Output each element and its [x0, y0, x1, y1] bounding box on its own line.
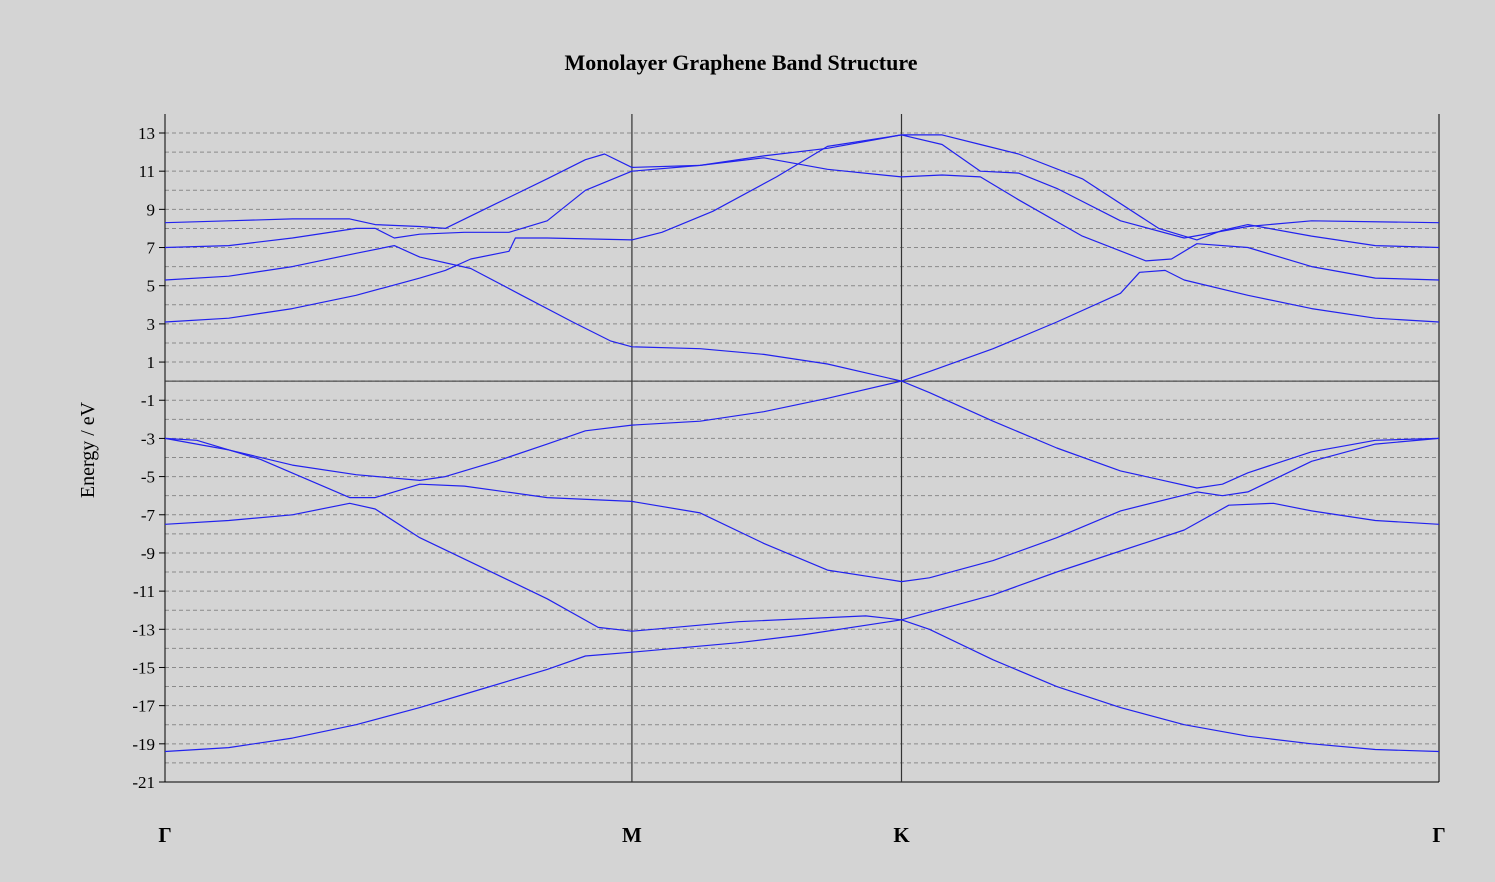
band-line-1 [164, 502, 1440, 753]
y-tick-label: -19 [132, 735, 155, 754]
band-lines [164, 134, 1440, 753]
band-line-5 [164, 134, 1440, 323]
y-tick-label: 5 [147, 277, 156, 296]
band-line-4 [164, 380, 1440, 489]
y-tick-label: -9 [141, 544, 155, 563]
band-line-8 [164, 153, 1440, 281]
y-tick-label: 7 [147, 239, 156, 258]
y-tick-label: -21 [132, 773, 155, 792]
band-line-6 [164, 245, 1440, 382]
chart-title: Monolayer Graphene Band Structure [564, 50, 917, 75]
y-tick-label: -3 [141, 429, 155, 448]
y-tick-label: 9 [147, 200, 156, 219]
y-axis-label: Energy / eV [77, 401, 99, 498]
band-line-3 [164, 437, 1440, 583]
y-tick-label: 13 [138, 124, 155, 143]
y-tick-label: 3 [147, 315, 156, 334]
y-tick-label: -1 [141, 391, 155, 410]
k-point-label: K [893, 823, 910, 847]
y-tick-label: -7 [141, 506, 156, 525]
y-tick-label: -5 [141, 468, 155, 487]
y-tick-label: -11 [133, 582, 155, 601]
plot-frame [164, 114, 1440, 783]
band-line-2 [164, 502, 1440, 753]
y-tick-label: -17 [132, 697, 155, 716]
y-tick-label: -13 [132, 620, 155, 639]
y-tick-label: 11 [139, 162, 155, 181]
k-point-label: Γ [1432, 823, 1445, 847]
k-point-label: M [622, 823, 642, 847]
y-tick-label: -15 [132, 658, 155, 677]
band-line-7 [164, 134, 1440, 249]
grid-lines [165, 132, 1439, 783]
k-point-lines [631, 114, 903, 782]
k-point-label: Γ [158, 823, 171, 847]
y-tick-labels: 13 11 9 7 5 3 1 -1 -3 -5 -7 -9 -11 -13 -15 -17 -19 -21 [132, 124, 165, 792]
y-tick-label: 1 [147, 353, 156, 372]
